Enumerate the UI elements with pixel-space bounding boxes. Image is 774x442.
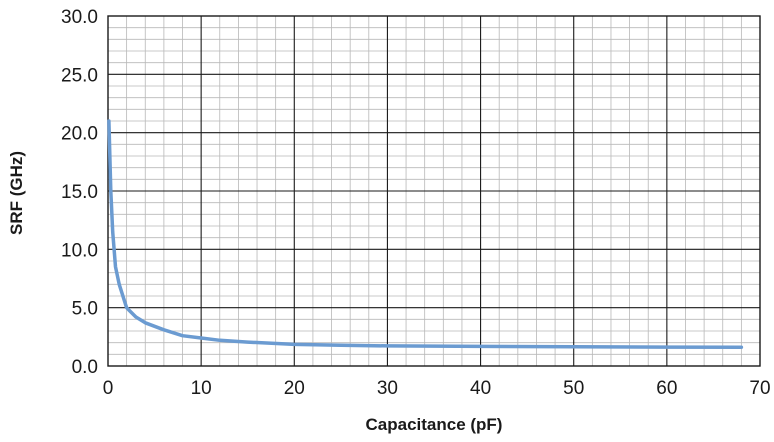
x-tick-label: 70 xyxy=(749,378,770,399)
x-tick-label: 20 xyxy=(284,378,305,399)
y-tick-label: 25.0 xyxy=(61,65,98,86)
plot-area-border xyxy=(107,15,761,367)
series-line xyxy=(107,119,744,350)
x-tick-label: 60 xyxy=(656,378,677,399)
x-tick-labels: 0 10 20 30 40 50 60 70 xyxy=(103,378,771,399)
y-tick-labels: 0.0 5.0 10.0 15.0 20.0 25.0 30.0 xyxy=(61,7,98,378)
x-tick-label: 10 xyxy=(191,378,212,399)
x-tick-label: 30 xyxy=(377,378,398,399)
y-tick-label: 10.0 xyxy=(61,240,98,261)
x-axis-title: Capacitance (pF) xyxy=(366,415,503,434)
y-tick-label: 0.0 xyxy=(72,357,98,378)
y-tick-label: 20.0 xyxy=(61,124,98,145)
x-tick-label: 0 xyxy=(103,378,114,399)
series-layer xyxy=(107,119,744,350)
plot-border xyxy=(107,15,761,367)
y-axis-title: SRF (GHz) xyxy=(7,151,26,235)
major-grid xyxy=(108,16,760,366)
y-tick-label: 15.0 xyxy=(61,182,98,203)
x-tick-label: 40 xyxy=(470,378,491,399)
y-tick-label: 30.0 xyxy=(61,7,98,28)
x-tick-label: 50 xyxy=(563,378,584,399)
y-tick-label: 5.0 xyxy=(72,299,98,320)
